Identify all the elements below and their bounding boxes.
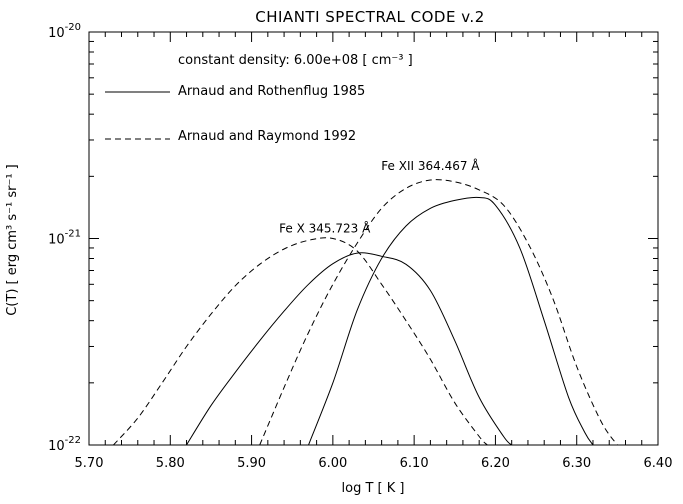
series-fe-xii-raymond-1992	[259, 179, 618, 446]
legend-label-raymond: Arnaud and Raymond 1992	[178, 129, 356, 144]
y-axis-label: C(T) [ erg cm³ s⁻¹ sr⁻¹ ]	[5, 164, 20, 316]
plot-frame	[88, 31, 659, 446]
curves-layer	[113, 179, 618, 446]
legend-label-rothenflug: Arnaud and Rothenflug 1985	[178, 84, 365, 99]
x-tick-label: 6.10	[400, 456, 429, 471]
series-fe-x-rothenflug-1985	[186, 252, 513, 446]
series-fe-xii-rothenflug-1985	[308, 196, 594, 446]
x-tick-label: 6.30	[562, 456, 591, 471]
x-tick-label: 5.90	[237, 456, 266, 471]
series-fe-x-raymond-1992	[113, 237, 488, 446]
x-tick-label: 6.40	[644, 456, 673, 471]
y-tick-label: 10-21	[48, 229, 81, 248]
annotations: Fe X 345.723 Å Fe XII 364.467 Å	[279, 158, 480, 236]
annotation-label: Fe X 345.723 Å	[279, 220, 371, 235]
y-tick-label: 10-22	[48, 435, 81, 454]
axes-layer: 5.70 5.80 5.90 6.00 6.10 6.20 6.30 6.40 10-20 10-…	[48, 22, 672, 471]
x-tick-label: 6.20	[481, 456, 510, 471]
x-axis-label: log T [ K ]	[342, 481, 405, 496]
x-tick-label: 5.70	[75, 456, 104, 471]
x-tick-label: 6.00	[318, 456, 347, 471]
y-tick-label: 10-20	[48, 22, 81, 41]
legend: constant density: 6.00e+08 [ cm⁻³ ] Arna…	[105, 53, 413, 144]
annotation-label: Fe XII 364.467 Å	[381, 158, 480, 173]
x-tick-label: 5.80	[156, 456, 185, 471]
density-label: constant density: 6.00e+08 [ cm⁻³ ]	[178, 53, 413, 68]
chart-title: CHIANTI SPECTRAL CODE v.2	[255, 8, 485, 26]
